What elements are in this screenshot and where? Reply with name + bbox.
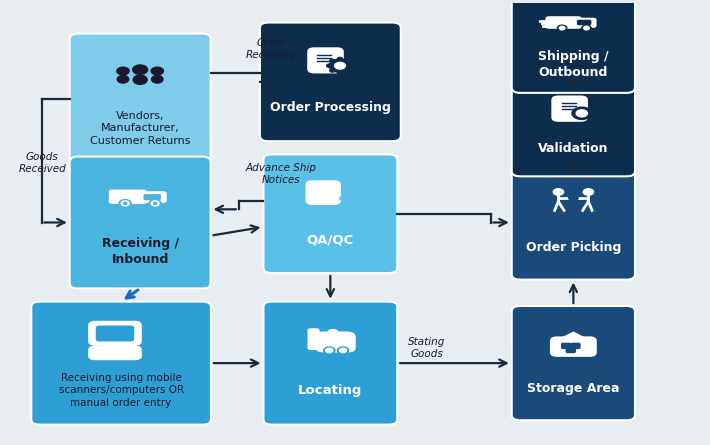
Polygon shape [554,332,593,341]
Circle shape [117,67,129,75]
Circle shape [337,347,349,354]
Circle shape [149,200,161,207]
Circle shape [348,64,354,67]
FancyBboxPatch shape [31,302,211,425]
FancyBboxPatch shape [109,190,147,204]
FancyBboxPatch shape [102,344,137,351]
Circle shape [119,200,131,207]
Circle shape [581,25,591,31]
Circle shape [133,65,148,74]
Text: Order Processing: Order Processing [270,101,391,114]
FancyBboxPatch shape [561,343,572,349]
Circle shape [553,189,564,195]
Circle shape [334,62,345,69]
Text: Order
Receiving: Order Receiving [246,38,297,60]
Circle shape [151,67,163,75]
FancyBboxPatch shape [512,0,635,93]
Text: Receiving using mobile
scanners/computers OR
manual order entry: Receiving using mobile scanners/computer… [58,373,184,408]
Text: Advance Ship
Notices: Advance Ship Notices [246,163,317,185]
Circle shape [329,59,335,63]
FancyBboxPatch shape [88,345,142,360]
Text: Goods
Received: Goods Received [18,152,66,174]
FancyBboxPatch shape [574,18,596,28]
Circle shape [584,26,589,30]
FancyBboxPatch shape [307,328,320,350]
FancyBboxPatch shape [305,180,341,205]
Circle shape [328,329,338,336]
Circle shape [339,348,346,353]
Circle shape [345,59,350,63]
FancyBboxPatch shape [88,321,142,346]
FancyBboxPatch shape [545,16,581,29]
Ellipse shape [133,75,147,85]
FancyBboxPatch shape [263,302,398,425]
Circle shape [124,202,127,204]
FancyBboxPatch shape [577,20,591,25]
FancyBboxPatch shape [309,341,344,345]
Text: Validation: Validation [538,142,608,154]
FancyBboxPatch shape [329,332,356,352]
FancyBboxPatch shape [512,166,635,279]
Circle shape [583,189,594,195]
FancyBboxPatch shape [96,326,134,341]
Circle shape [569,195,578,201]
FancyBboxPatch shape [309,345,344,349]
FancyBboxPatch shape [260,23,400,141]
FancyBboxPatch shape [316,332,354,352]
Text: Vendors,
Manufacturer,
Customer Returns: Vendors, Manufacturer, Customer Returns [90,111,190,146]
Text: Order Picking: Order Picking [525,241,621,254]
Circle shape [329,69,335,72]
Circle shape [337,71,343,74]
FancyBboxPatch shape [70,157,211,288]
FancyBboxPatch shape [512,306,635,420]
Circle shape [559,26,565,30]
Text: Locating: Locating [298,384,363,396]
FancyBboxPatch shape [566,347,576,353]
FancyBboxPatch shape [70,33,211,166]
Circle shape [345,69,350,72]
FancyBboxPatch shape [550,336,597,357]
FancyBboxPatch shape [139,191,167,203]
FancyBboxPatch shape [570,343,581,349]
Circle shape [121,201,129,206]
Text: QA/QC: QA/QC [307,233,354,247]
Circle shape [572,107,591,119]
Circle shape [327,64,332,67]
FancyBboxPatch shape [143,194,161,200]
Circle shape [151,201,159,206]
Text: Receiving /
Inbound: Receiving / Inbound [102,237,179,266]
Circle shape [324,347,335,354]
Circle shape [337,57,343,61]
Ellipse shape [117,75,129,83]
FancyBboxPatch shape [307,47,344,73]
Circle shape [153,202,157,204]
Circle shape [557,25,567,31]
Text: Stating
Goods: Stating Goods [408,337,445,359]
FancyBboxPatch shape [512,75,635,176]
Text: Shipping /
Outbound: Shipping / Outbound [538,50,608,79]
Circle shape [329,59,351,73]
Circle shape [577,110,587,117]
FancyBboxPatch shape [263,154,398,273]
Text: Storage Area: Storage Area [527,382,620,395]
Ellipse shape [151,75,163,83]
FancyBboxPatch shape [552,96,588,122]
Circle shape [326,348,333,353]
